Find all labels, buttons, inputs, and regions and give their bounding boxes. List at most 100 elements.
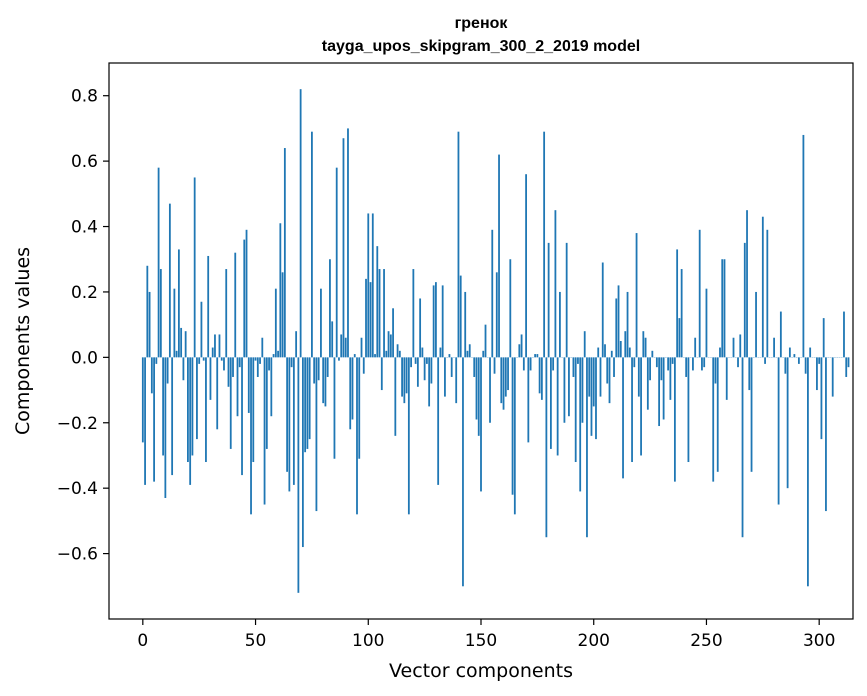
bar-component-160 xyxy=(502,357,505,410)
bar-component-230 xyxy=(660,357,663,381)
bar-component-272 xyxy=(755,291,757,358)
bar-component-82 xyxy=(326,357,329,377)
bar-component-125 xyxy=(423,357,426,381)
bar-component-275 xyxy=(761,216,764,358)
bar-component-69 xyxy=(297,357,300,593)
bar-component-210 xyxy=(615,298,618,358)
y-tick-label: 0.0 xyxy=(71,348,98,368)
bar-component-44 xyxy=(241,357,243,476)
bar-component-1 xyxy=(144,357,146,485)
bar-component-61 xyxy=(279,223,282,358)
bar-component-84 xyxy=(331,321,334,358)
bar-component-233 xyxy=(667,357,670,371)
bar-component-6 xyxy=(155,357,158,364)
bar-component-267 xyxy=(743,242,746,358)
bar-component-92 xyxy=(349,357,352,430)
bar-component-154 xyxy=(489,357,491,423)
bar-component-96 xyxy=(358,357,361,459)
bar-component-244 xyxy=(692,357,694,371)
bar-component-282 xyxy=(777,357,780,505)
bar-component-79 xyxy=(320,288,322,358)
bar-component-242 xyxy=(687,357,690,463)
bar-component-105 xyxy=(378,269,381,358)
bar-component-155 xyxy=(491,229,494,358)
bar-component-56 xyxy=(268,357,270,371)
bar-component-43 xyxy=(238,357,241,368)
bar-component-54 xyxy=(263,357,266,505)
bar-component-122 xyxy=(416,357,419,387)
bar-component-156 xyxy=(493,357,496,374)
bar-component-87 xyxy=(338,357,340,361)
bar-component-4 xyxy=(150,357,153,394)
y-tick-label: 0.8 xyxy=(71,87,98,107)
bar-component-118 xyxy=(407,357,410,515)
bar-component-34 xyxy=(218,334,221,358)
bar-component-248 xyxy=(701,357,703,371)
bar-component-72 xyxy=(304,357,307,453)
bar-component-171 xyxy=(527,357,530,443)
x-tick-label: 0 xyxy=(137,631,148,651)
bar-component-257 xyxy=(721,259,724,358)
y-axis-label: Components values xyxy=(12,247,34,435)
bar-component-225 xyxy=(649,357,651,381)
bar-component-147 xyxy=(473,357,476,377)
bar-component-62 xyxy=(281,272,284,358)
bar-component-163 xyxy=(509,259,512,358)
bar-component-196 xyxy=(583,331,586,358)
bar-component-57 xyxy=(270,357,273,417)
bar-component-59 xyxy=(274,288,277,358)
bar-component-114 xyxy=(398,350,401,358)
bar-component-266 xyxy=(741,357,744,538)
bar-component-157 xyxy=(495,272,498,358)
bar-component-15 xyxy=(175,350,178,358)
chart-subtitle: tayga_upos_skipgram_300_2_2019 model xyxy=(322,38,640,55)
bar-component-83 xyxy=(329,259,331,358)
bar-component-258 xyxy=(723,259,726,358)
bar-component-107 xyxy=(383,269,385,358)
bar-component-169 xyxy=(522,357,525,371)
bar-component-206 xyxy=(606,357,609,384)
bar-component-250 xyxy=(705,288,708,358)
bar-component-302 xyxy=(822,318,825,358)
bar-component-294 xyxy=(804,357,807,374)
bar-component-120 xyxy=(412,269,415,358)
bar-component-131 xyxy=(437,357,440,485)
bar-component-23 xyxy=(193,177,196,358)
bar-component-239 xyxy=(680,269,683,358)
bar-component-197 xyxy=(586,357,588,538)
bar-component-38 xyxy=(227,357,230,387)
bar-component-30 xyxy=(209,357,212,400)
bar-component-47 xyxy=(247,357,250,413)
bar-component-5 xyxy=(153,357,155,482)
bar-component-121 xyxy=(414,357,417,364)
bar-component-112 xyxy=(394,357,397,436)
bar-component-205 xyxy=(604,344,606,358)
bar-component-103 xyxy=(374,354,376,358)
bar-component-3 xyxy=(148,291,151,358)
bar-component-259 xyxy=(725,357,728,400)
bar-component-183 xyxy=(554,210,557,358)
bar-component-116 xyxy=(403,357,406,404)
bar-component-207 xyxy=(608,357,611,404)
bar-component-140 xyxy=(457,131,460,358)
bar-component-289 xyxy=(793,354,796,358)
bar-component-7 xyxy=(157,167,160,358)
bar-component-49 xyxy=(252,357,255,463)
bar-component-168 xyxy=(520,334,523,358)
bar-component-46 xyxy=(245,229,248,358)
bar-component-40 xyxy=(232,357,234,377)
bar-component-182 xyxy=(552,357,555,371)
bar-component-209 xyxy=(613,357,615,377)
bar-component-123 xyxy=(419,298,422,358)
bar-component-177 xyxy=(540,357,543,400)
bar-component-109 xyxy=(387,331,390,358)
bar-component-36 xyxy=(223,357,225,371)
bar-component-223 xyxy=(644,337,647,358)
bar-component-37 xyxy=(225,269,228,358)
bar-component-127 xyxy=(428,357,431,407)
bar-component-208 xyxy=(610,350,613,358)
bar-component-174 xyxy=(534,354,537,358)
bar-component-76 xyxy=(313,357,316,384)
bar-component-73 xyxy=(306,357,309,449)
bar-component-269 xyxy=(748,357,751,391)
